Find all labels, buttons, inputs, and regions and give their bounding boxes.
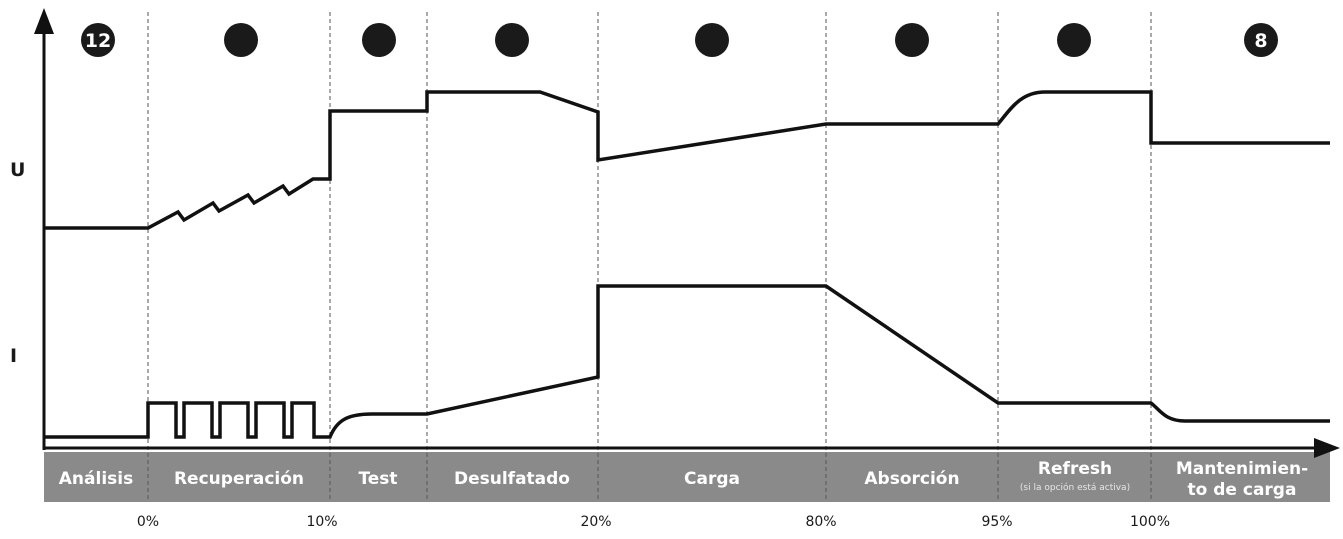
percent-mark-20: 20% [580,514,611,530]
percent-mark-100: 100% [1130,514,1170,530]
step-badge-carga [695,23,729,57]
axes [34,8,1340,458]
percent-mark-80: 80% [805,514,836,530]
step-badge-recuperacion [224,23,258,57]
stage-band [44,452,1330,502]
stage-label-test: Test [358,469,397,489]
y-axis-arrow [34,8,54,34]
stage-label-carga: Carga [684,469,740,489]
stage-label-analisis: Análisis [59,469,133,489]
stage-label-mantenimiento-line1: Mantenimien- [1176,459,1308,479]
step-badge-text-mantenimiento: 8 [1254,30,1267,52]
stage-label-recuperacion: Recuperación [174,469,304,489]
voltage-axis-label: U [10,159,25,181]
stage-label-absorcion: Absorción [864,469,959,489]
current-curve [44,284,1330,439]
stage-label-desulfatado: Desulfatado [454,469,570,489]
x-axis-arrow [1314,438,1340,458]
voltage-curve [44,90,1330,230]
percent-mark-95: 95% [981,514,1012,530]
percent-marks: 0% 10% 20% 80% 95% 100% [137,514,1170,530]
stage-label-refresh: Refresh [1038,459,1112,479]
step-badge-mantenimiento [1244,23,1278,57]
percent-mark-10: 10% [306,514,337,530]
step-badge-analisis [81,23,115,57]
step-badges: 12 8 [81,23,1278,57]
stage-label-mantenimiento-line2: to de carga [1188,480,1297,500]
stage-labels: Análisis Recuperación Test Desulfatado C… [59,459,1308,500]
step-badge-desulfatado [495,23,529,57]
stage-separators [147,12,1152,502]
stage-sublabel-refresh: (si la opción está activa) [1020,482,1130,493]
step-badge-refresh [1057,23,1091,57]
step-badge-absorcion [895,23,929,57]
step-badge-test [362,23,396,57]
step-badge-text-analisis: 12 [85,30,111,52]
current-axis-label: I [10,345,17,367]
percent-mark-0: 0% [137,514,159,530]
